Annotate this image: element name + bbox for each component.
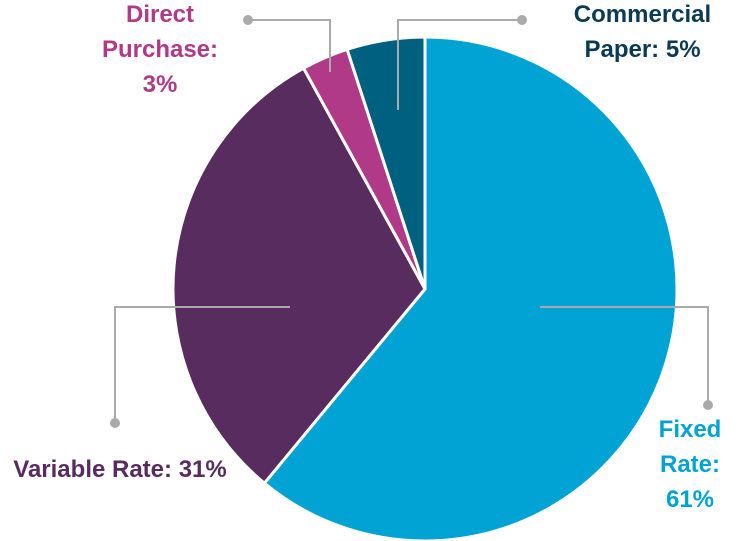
value-label: 31%	[178, 456, 227, 483]
pie-slice	[262, 35, 679, 541]
value-label: 61%	[665, 486, 715, 513]
leader-dot	[243, 15, 253, 25]
leader-dot	[703, 400, 713, 410]
slices	[171, 35, 679, 541]
value-label: 5%	[665, 36, 701, 63]
slice-label: Fixed Rate: 61%	[645, 412, 735, 517]
leader-dot	[517, 15, 527, 25]
leader-line	[114, 306, 290, 423]
leader-dot	[110, 418, 120, 428]
leader-line	[248, 19, 331, 72]
slice-label: Commercial Paper: 5%	[545, 0, 740, 67]
leader-line	[397, 19, 522, 110]
pie-slice	[345, 35, 427, 291]
category-label: Direct Purchase:	[101, 1, 219, 63]
category-label: Commercial Paper:	[573, 1, 712, 63]
leader-line	[540, 306, 709, 405]
category-label: Fixed Rate:	[658, 416, 722, 478]
value-label: 3%	[142, 71, 178, 98]
pie-slice	[171, 66, 427, 485]
slice-label: Direct Purchase: 3%	[95, 0, 225, 102]
slice-label: Variable Rate: 31%	[0, 452, 240, 487]
category-label: Variable Rate:	[13, 456, 173, 483]
